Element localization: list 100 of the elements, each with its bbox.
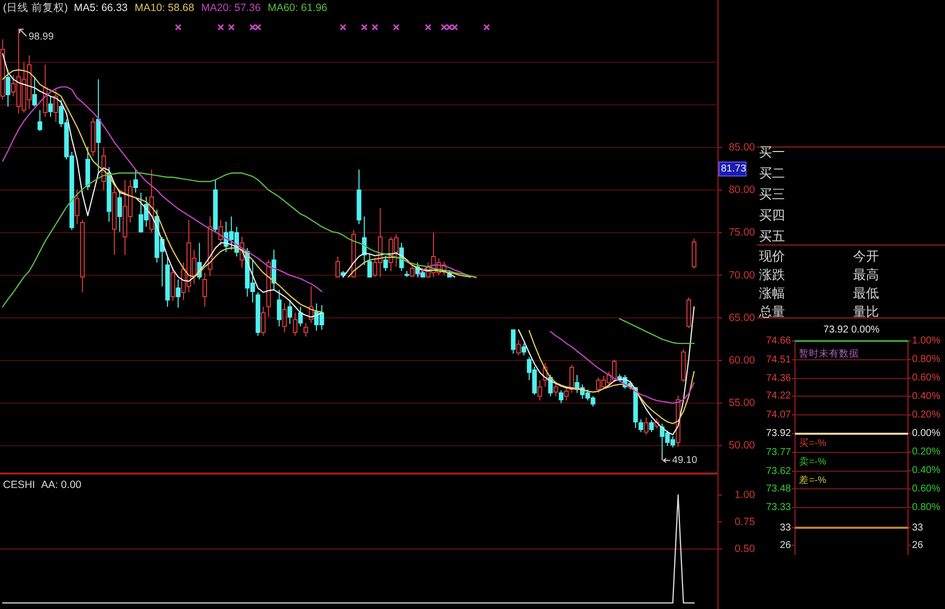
candlestick (266, 259, 271, 318)
candlestick (85, 146, 90, 191)
candlestick (80, 219, 85, 293)
candlestick (649, 420, 654, 433)
text: 量比 (853, 304, 879, 319)
candlestick (542, 362, 548, 388)
y-tick-label: 74.51 (766, 354, 792, 366)
y-tick-label: 85.00 (728, 141, 756, 154)
candlestick (516, 340, 521, 356)
candlestick (260, 306, 266, 336)
annotation: 暂时未有数据 (799, 348, 859, 360)
y-tick-label: 60.00 (728, 354, 756, 367)
candlestick (38, 109, 42, 132)
candlestick (176, 279, 180, 308)
candlestick (692, 238, 696, 269)
candlestick (170, 266, 176, 302)
candlestick (32, 76, 37, 108)
candlestick (404, 270, 410, 278)
text: 买一 (759, 144, 785, 160)
text: 最低 (853, 286, 879, 300)
line-series (619, 318, 695, 344)
text: 涨幅 (759, 286, 785, 300)
y-tick-label: 0.50 (734, 542, 756, 555)
text: 买三 (759, 186, 785, 202)
y-tick-label: 0.75 (734, 516, 756, 528)
y-tick-label: 73.48 (766, 483, 792, 494)
y2-tick-label: 0.20% (912, 410, 940, 421)
candlestick (351, 230, 356, 278)
y2-tick-label: 0.80% (912, 354, 940, 366)
candlestick (304, 322, 308, 338)
y2-tick-label: 1.00% (912, 336, 940, 346)
line-series (416, 264, 477, 278)
y2-tick-label: 0.60% (912, 484, 940, 495)
candlestick (644, 417, 649, 436)
candlestick (42, 64, 48, 118)
y2-tick-label: 0.20% (912, 446, 940, 458)
y-tick-label: 74.07 (766, 409, 792, 420)
y-tick-label: 55.00 (728, 397, 756, 410)
text: 买二 (759, 166, 785, 180)
candlestick (240, 236, 244, 268)
candlestick (564, 386, 569, 402)
candlestick (202, 272, 208, 308)
y2-tick-label: 0.00% (912, 428, 940, 440)
candlestick (276, 289, 282, 327)
candlestick (292, 312, 298, 336)
annotation: 卖=-% (799, 456, 827, 468)
line-series (342, 252, 456, 278)
candlestick (510, 329, 516, 354)
y-tick-label: 65.00 (728, 312, 756, 324)
candlestick (410, 264, 414, 278)
candlestick (335, 256, 340, 278)
text: 总量 (758, 304, 785, 319)
line-series (2, 86, 322, 292)
line-series (348, 256, 472, 278)
annotation: 买=-% (799, 438, 827, 449)
candlestick (676, 394, 680, 448)
text: CESHI (3, 479, 36, 491)
y2-tick-label: 0.80% (912, 502, 940, 514)
annotation: 49.10 (672, 454, 698, 466)
candlestick (96, 78, 101, 174)
candlestick (538, 380, 542, 402)
candlestick (74, 190, 80, 225)
candlestick (553, 382, 558, 397)
candlestick (522, 342, 526, 356)
y-tick-label: 26 (780, 540, 792, 551)
text: MA60: 61.96 (268, 2, 328, 14)
y2-tick-label: 0.60% (912, 372, 940, 384)
line-series (528, 330, 695, 424)
candlestick (686, 296, 692, 329)
candlestick (213, 179, 218, 234)
candlestick (356, 169, 362, 225)
y-tick-label: 70.00 (728, 269, 756, 282)
y-tick-label: 73.92 (766, 428, 792, 440)
candlestick (308, 286, 314, 324)
text: MA20: 57.36 (201, 2, 261, 14)
y2-tick-label: 26 (912, 540, 924, 551)
y-tick-label: 73.77 (766, 446, 792, 458)
y-tick-label: 75.00 (728, 226, 756, 239)
y-tick-label: 74.22 (766, 390, 792, 402)
candlestick (6, 69, 10, 108)
candlestick (117, 191, 122, 232)
candlestick (218, 219, 224, 246)
candlestick (272, 249, 276, 290)
text: MA10: 58.68 (134, 2, 194, 14)
y-tick-label: 73.62 (766, 466, 792, 477)
candlestick (48, 96, 53, 118)
candlestick (54, 88, 58, 122)
y2-tick-label: 0.40% (912, 465, 940, 476)
text: MA5: 66.33 (74, 2, 128, 14)
text: AA: 0.00 (41, 479, 82, 491)
y-tick-label: 50.00 (728, 440, 756, 452)
candlestick (367, 253, 372, 278)
line-series (2, 172, 477, 308)
text: 买五 (759, 228, 785, 244)
y2-tick-label: 0.40% (912, 391, 940, 402)
candlestick (298, 306, 303, 327)
annotation: 差=-% (799, 474, 827, 486)
candlestick (165, 256, 170, 308)
candlestick (133, 169, 138, 194)
candlestick (383, 255, 388, 272)
